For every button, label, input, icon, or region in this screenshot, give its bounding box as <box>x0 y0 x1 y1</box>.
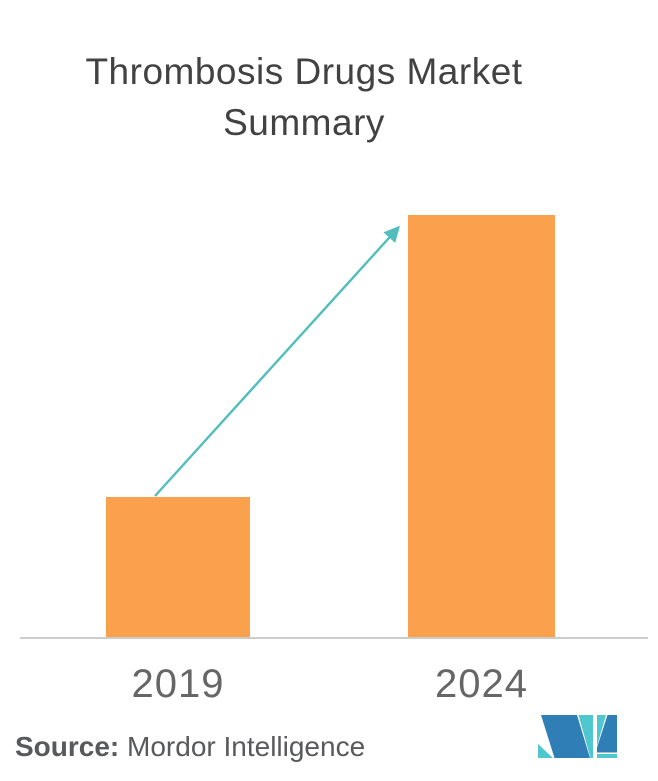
x-axis-line <box>20 637 648 639</box>
chart-title-line2: Summary <box>223 102 385 143</box>
chart-title-line1: Thrombosis Drugs Market <box>85 51 523 92</box>
x-tick-2019: 2019 <box>131 662 225 706</box>
bar-2024 <box>408 215 555 638</box>
bar-2019 <box>106 497 250 638</box>
x-tick-2024: 2024 <box>435 662 528 706</box>
source-text: Mordor Intelligence <box>119 731 366 762</box>
source-line: Source: Mordor Intelligence <box>15 731 365 763</box>
chart-title: Thrombosis Drugs Market Summary <box>0 46 608 148</box>
source-label: Source: <box>15 731 120 762</box>
mordor-intelligence-logo <box>538 715 617 758</box>
